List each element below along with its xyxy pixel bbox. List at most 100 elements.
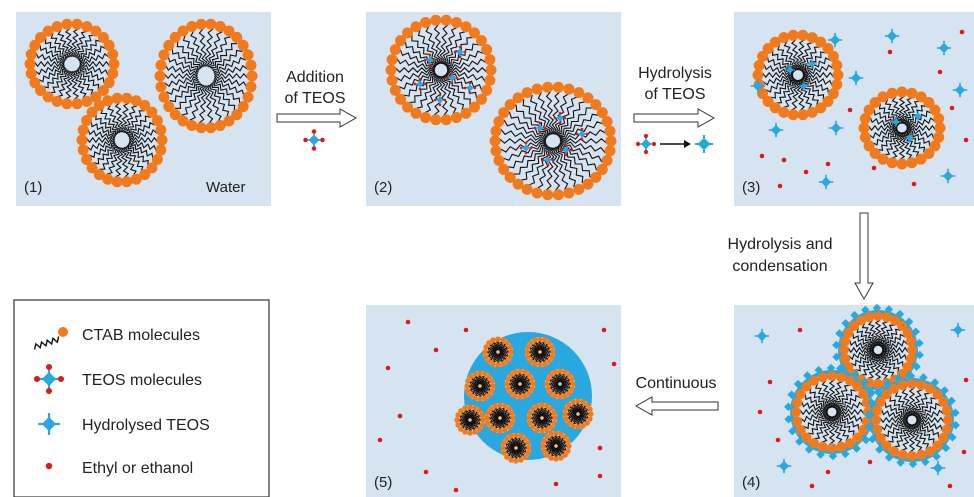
ethanol-dot [949,105,955,111]
hydrolysed-teos [807,59,817,69]
micelle [500,432,532,464]
hydrolysed-teos [799,81,809,91]
ethanol-dot [825,469,831,475]
micelle [504,368,536,400]
micelle [154,18,258,134]
ethanol-dot [453,487,459,493]
ethanol-dot [463,327,469,333]
micelle [524,336,556,368]
step-addition-text-2: of TEOS [284,90,345,107]
ethanol-dot [767,379,773,385]
legend-box [13,299,270,497]
ethanol-dot [781,157,787,163]
arrow-right-icon [633,108,716,128]
step-hydrolysis-text-2: of TEOS [644,86,705,103]
reaction-arrowhead-icon [684,140,691,148]
hydrolysed-teos [891,117,901,127]
micelle [540,430,572,462]
panel-5-label: (5) [374,474,392,491]
ethanol-dot [377,437,383,443]
micelle-layer [24,14,960,469]
legend-ctab-label: CTAB molecules [82,327,200,344]
micelle [482,336,514,368]
arrow-left-icon [634,396,719,416]
hydrolysed-teos-icon [694,134,714,154]
panel-1-label: (1) [24,179,42,196]
teos-molecule [559,143,573,157]
micelle [791,371,873,453]
ethanol-dot [809,483,815,489]
step-hydrocond-text-1: Hydrolysis and [728,236,833,253]
teos-molecule [553,111,567,125]
teos-molecule-icon [34,364,64,394]
micelle [526,402,558,434]
legend-hydrolysed-label: Hydrolysed TEOS [82,417,210,434]
ethanol-dot [961,449,967,455]
teos-molecule [541,153,555,167]
ethanol-dot [959,29,965,35]
ethanol-dot [611,361,617,367]
ethanol-dot [553,481,559,487]
hydrolysed-teos [785,65,795,75]
panel-4 [734,305,974,497]
arrow-right-icon [276,108,358,128]
ethanol-dot [777,183,783,189]
ethanol-dot [803,169,809,175]
ethanol-dot [397,413,403,419]
ethanol-dot [385,365,391,371]
hydrolysed-teos [905,133,915,143]
ethanol-dot-icon [45,462,53,470]
micelle [484,402,516,434]
micelle [858,86,946,170]
ethanol-dot [597,445,603,451]
ethanol-dot [871,165,877,171]
ethanol-dot [433,347,439,353]
panel-4-label: (4) [742,474,760,491]
legend: CTAB molecules TEOS molecules Hydrolysed… [13,299,270,497]
micelle [489,81,617,201]
ethanol-dot [797,327,803,333]
legend-teos-label: TEOS molecules [82,372,202,389]
teos-molecule [519,141,533,155]
micelle [562,398,594,430]
micelle [454,404,486,436]
micelle [871,379,953,461]
teos-molecule-icon [302,128,326,152]
micelle [76,92,168,188]
hydrolysed-teos-icon [38,413,60,435]
teos-molecule-icon [635,133,657,155]
ethanol-dot [759,153,765,159]
step-continuous-text: Continuous [636,375,717,392]
ethanol-dot [911,181,917,187]
ethanol-dot [775,437,781,443]
ethanol-dot [867,459,873,465]
water-label: Water [206,179,245,196]
ethanol-dot [597,473,603,479]
ethanol-dot [825,161,831,167]
micelle [385,14,497,126]
ethanol-dot [757,409,763,415]
micelle [464,370,496,402]
legend-ethanol-label: Ethyl or ethanol [82,460,193,477]
panel-3-label: (3) [742,179,760,196]
ethanol-dot [963,137,969,143]
micelle [752,29,844,121]
ethanol-dot [423,469,429,475]
panel-2-label: (2) [374,179,392,196]
ethanol-dot [847,107,853,113]
ethanol-dot [601,327,607,333]
ethanol-dot [937,69,943,75]
micelle [544,368,576,400]
arrow-down-icon [854,212,874,301]
step-addition-text-1: Addition [286,69,344,86]
micelle [24,18,120,110]
ctab-molecule-icon [33,327,68,350]
ethanol-dot [887,49,893,55]
step-hydrocond-text-2: condensation [732,258,827,275]
ethanol-dot [405,319,411,325]
teos-molecule [533,121,547,135]
step-hydrolysis-text-1: Hydrolysis [638,65,712,82]
hydrolysed-teos [913,111,923,121]
ethanol-dot [963,377,969,383]
